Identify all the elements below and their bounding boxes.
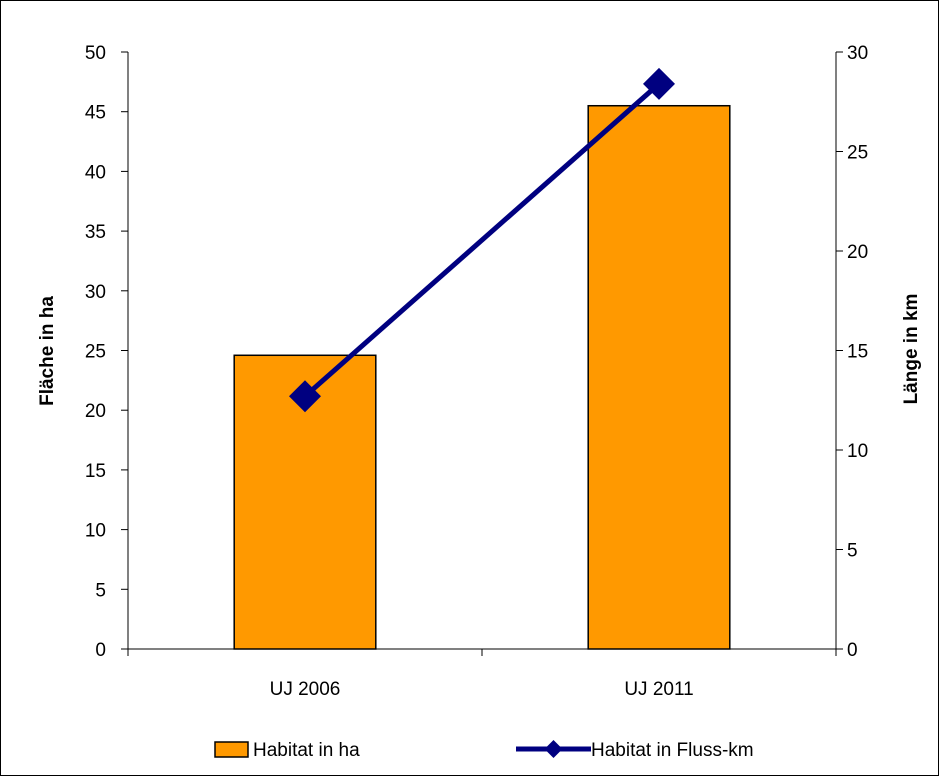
y2-tick-label: 30 bbox=[847, 43, 868, 64]
y-tick-label: 10 bbox=[85, 521, 106, 542]
y-tick-label: 15 bbox=[85, 461, 106, 482]
y-tick-label: 40 bbox=[85, 162, 106, 183]
line-marker bbox=[289, 380, 321, 413]
legend-swatch-marker bbox=[544, 740, 563, 758]
y2-tick-label: 0 bbox=[847, 640, 858, 661]
y-tick-label: 5 bbox=[95, 580, 106, 601]
y2-tick-label: 15 bbox=[847, 342, 868, 363]
y2-tick-label: 20 bbox=[847, 242, 868, 263]
bar bbox=[587, 104, 731, 650]
series-line bbox=[303, 81, 661, 399]
y-tick-label: 0 bbox=[95, 640, 106, 661]
y-tick-label: 20 bbox=[85, 401, 106, 422]
axes-layer bbox=[121, 51, 843, 656]
y2-axis-title: Länge in km bbox=[901, 294, 922, 405]
legend-label-line: Habitat in Fluss-km bbox=[591, 740, 754, 761]
line-layer bbox=[289, 67, 675, 413]
y-tick-label: 50 bbox=[85, 43, 106, 64]
labels-layer: 0 5 10 15 20 25 30 35 40 45 50 0 5 10 15 20 25 30 UJ 2006 U… bbox=[85, 43, 868, 700]
legend-swatch-bar bbox=[214, 741, 249, 758]
y-tick-label: 45 bbox=[85, 103, 106, 124]
legend: Habitat in ha Habitat in Fluss-km bbox=[214, 740, 754, 761]
y2-tick-label: 10 bbox=[847, 441, 868, 462]
y-axis-title: Fläche in ha bbox=[37, 296, 58, 406]
x-tick-label: UJ 2011 bbox=[624, 679, 693, 700]
y-tick-label: 25 bbox=[85, 342, 106, 363]
y-tick-label: 35 bbox=[85, 222, 106, 243]
y2-tick-label: 5 bbox=[847, 541, 858, 562]
y2-tick-label: 25 bbox=[847, 143, 868, 164]
x-tick-label: UJ 2006 bbox=[270, 679, 341, 700]
legend-label-bar: Habitat in ha bbox=[253, 740, 360, 761]
y-tick-label: 30 bbox=[85, 282, 106, 303]
bars-layer bbox=[233, 104, 731, 650]
line-marker bbox=[643, 67, 675, 100]
